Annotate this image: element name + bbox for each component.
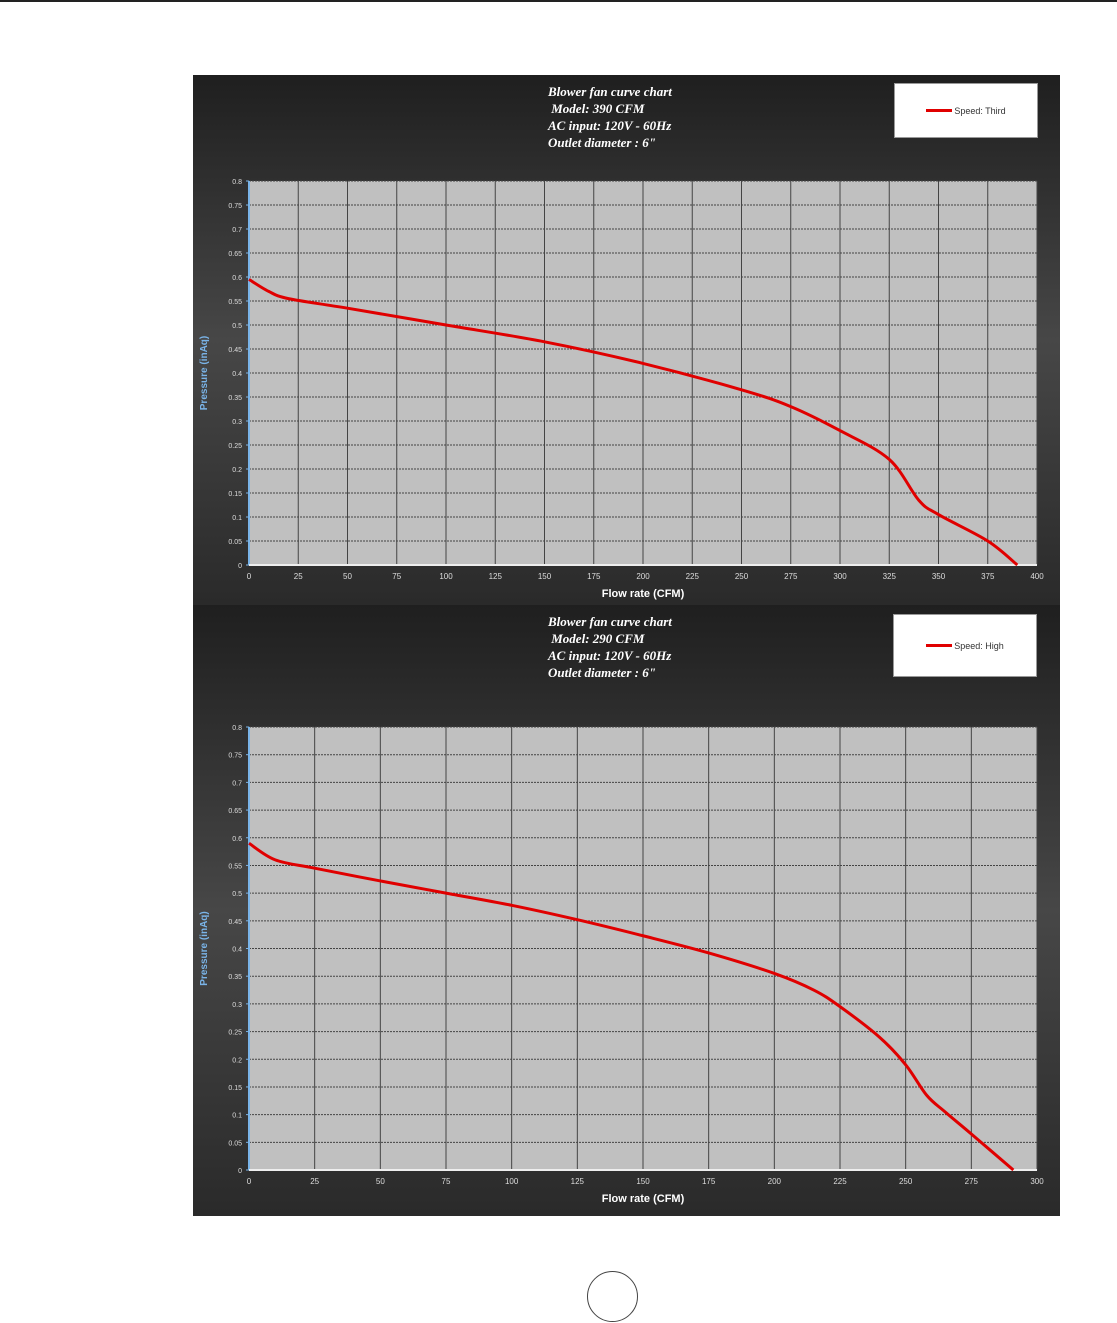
y-tick-label: 0.45 xyxy=(228,919,242,926)
y-tick-label: 0.55 xyxy=(228,299,242,306)
x-tick-label: 350 xyxy=(932,572,946,581)
x-tick-label: 175 xyxy=(587,572,601,581)
series-line xyxy=(248,278,1019,567)
y-tick-label: 0.35 xyxy=(228,974,242,981)
x-axis-label: Flow rate (CFM) xyxy=(602,588,685,600)
y-tick-label: 0.3 xyxy=(232,419,242,426)
x-tick-label: 100 xyxy=(505,1177,519,1186)
y-tick-label: 0.65 xyxy=(228,808,242,815)
chart-plot: 0 25 50 75 100 125 150 175 200 225 250 275 300 0 0.05 0… xyxy=(199,725,1044,1205)
x-tick-label: 400 xyxy=(1030,572,1044,581)
x-tick-label: 275 xyxy=(965,1177,979,1186)
legend-swatch xyxy=(926,109,953,112)
chart-title: Blower fan curve chart Model: 390 CFM AC… xyxy=(548,84,672,150)
y-tick-label: 0.4 xyxy=(232,947,242,954)
y-tick-label: 0.6 xyxy=(232,275,242,282)
y-tick-label: 0.5 xyxy=(232,323,242,330)
x-tick-label: 150 xyxy=(636,1177,650,1186)
x-tick-label: 250 xyxy=(735,572,749,581)
x-tick-label: 125 xyxy=(489,572,503,581)
y-tick-label: 0.2 xyxy=(232,467,242,474)
x-tick-label: 375 xyxy=(981,572,995,581)
y-tick-label: 0.15 xyxy=(228,1085,242,1092)
y-tick-label: 0.15 xyxy=(228,491,242,498)
x-tick-label: 200 xyxy=(636,572,650,581)
y-tick-label: 0.8 xyxy=(232,179,242,186)
x-tick-label: 175 xyxy=(702,1177,716,1186)
y-tick-label: 0 xyxy=(238,1168,242,1175)
y-tick-label: 0.7 xyxy=(232,780,242,787)
y-tick-label: 0.4 xyxy=(232,371,242,378)
y-tick-label: 0.45 xyxy=(228,347,242,354)
chart-panel-290cfm: Blower fan curve chart Model: 290 CFM AC… xyxy=(193,605,1060,1216)
y-tick-label: 0.65 xyxy=(228,251,242,258)
x-tick-label: 225 xyxy=(686,572,700,581)
legend-label: Speed: High xyxy=(954,640,1004,651)
legend: Speed: High xyxy=(893,614,1037,677)
y-axis-label: Pressure (inAq) xyxy=(199,911,210,985)
x-tick-label: 125 xyxy=(571,1177,585,1186)
y-tick-label: 0.75 xyxy=(228,203,242,210)
y-tick-label: 0.1 xyxy=(232,1113,242,1120)
x-tick-label: 75 xyxy=(392,572,401,581)
legend-label: Speed: Third xyxy=(954,105,1006,116)
y-tick-label: 0.25 xyxy=(228,443,242,450)
x-tick-label: 325 xyxy=(883,572,897,581)
page-number-circle xyxy=(587,1271,638,1322)
y-tick-label: 0.05 xyxy=(228,539,242,546)
y-tick-label: 0 xyxy=(238,563,242,570)
x-tick-label: 100 xyxy=(439,572,453,581)
y-tick-label: 0.5 xyxy=(232,891,242,898)
x-tick-label: 300 xyxy=(1030,1177,1044,1186)
y-tick-label: 0.55 xyxy=(228,863,242,870)
x-axis-label: Flow rate (CFM) xyxy=(602,1193,685,1205)
x-tick-label: 275 xyxy=(784,572,798,581)
y-tick-label: 0.75 xyxy=(228,753,242,760)
x-tick-label: 0 xyxy=(247,1177,252,1186)
x-tick-label: 300 xyxy=(833,572,847,581)
chart-plot: 0 25 50 75 100 125 150 175 200 225 250 275 300 325 350… xyxy=(199,179,1044,600)
series-line xyxy=(248,842,1015,1172)
y-tick-label: 0.7 xyxy=(232,227,242,234)
y-tick-label: 0.25 xyxy=(228,1030,242,1037)
x-tick-label: 25 xyxy=(294,572,303,581)
y-tick-label: 0.6 xyxy=(232,836,242,843)
y-tick-label: 0.35 xyxy=(228,395,242,402)
x-tick-label: 25 xyxy=(310,1177,319,1186)
chart-title: Blower fan curve chart Model: 290 CFM AC… xyxy=(548,614,672,680)
x-tick-label: 0 xyxy=(247,572,252,581)
x-tick-label: 250 xyxy=(899,1177,913,1186)
legend: Speed: Third xyxy=(894,83,1038,138)
x-tick-label: 200 xyxy=(768,1177,782,1186)
y-tick-label: 0.8 xyxy=(232,725,242,732)
top-rule xyxy=(0,0,1117,2)
x-tick-label: 50 xyxy=(343,572,352,581)
x-tick-label: 50 xyxy=(376,1177,385,1186)
legend-swatch xyxy=(926,644,953,647)
y-tick-label: 0.1 xyxy=(232,515,242,522)
x-tick-label: 150 xyxy=(538,572,552,581)
y-axis-label: Pressure (inAq) xyxy=(199,336,210,410)
chart-panel-390cfm: Blower fan curve chart Model: 390 CFM AC… xyxy=(193,75,1060,605)
x-tick-label: 75 xyxy=(442,1177,451,1186)
y-tick-label: 0.05 xyxy=(228,1140,242,1147)
y-tick-label: 0.3 xyxy=(232,1002,242,1009)
x-tick-label: 225 xyxy=(833,1177,847,1186)
y-tick-label: 0.2 xyxy=(232,1057,242,1064)
